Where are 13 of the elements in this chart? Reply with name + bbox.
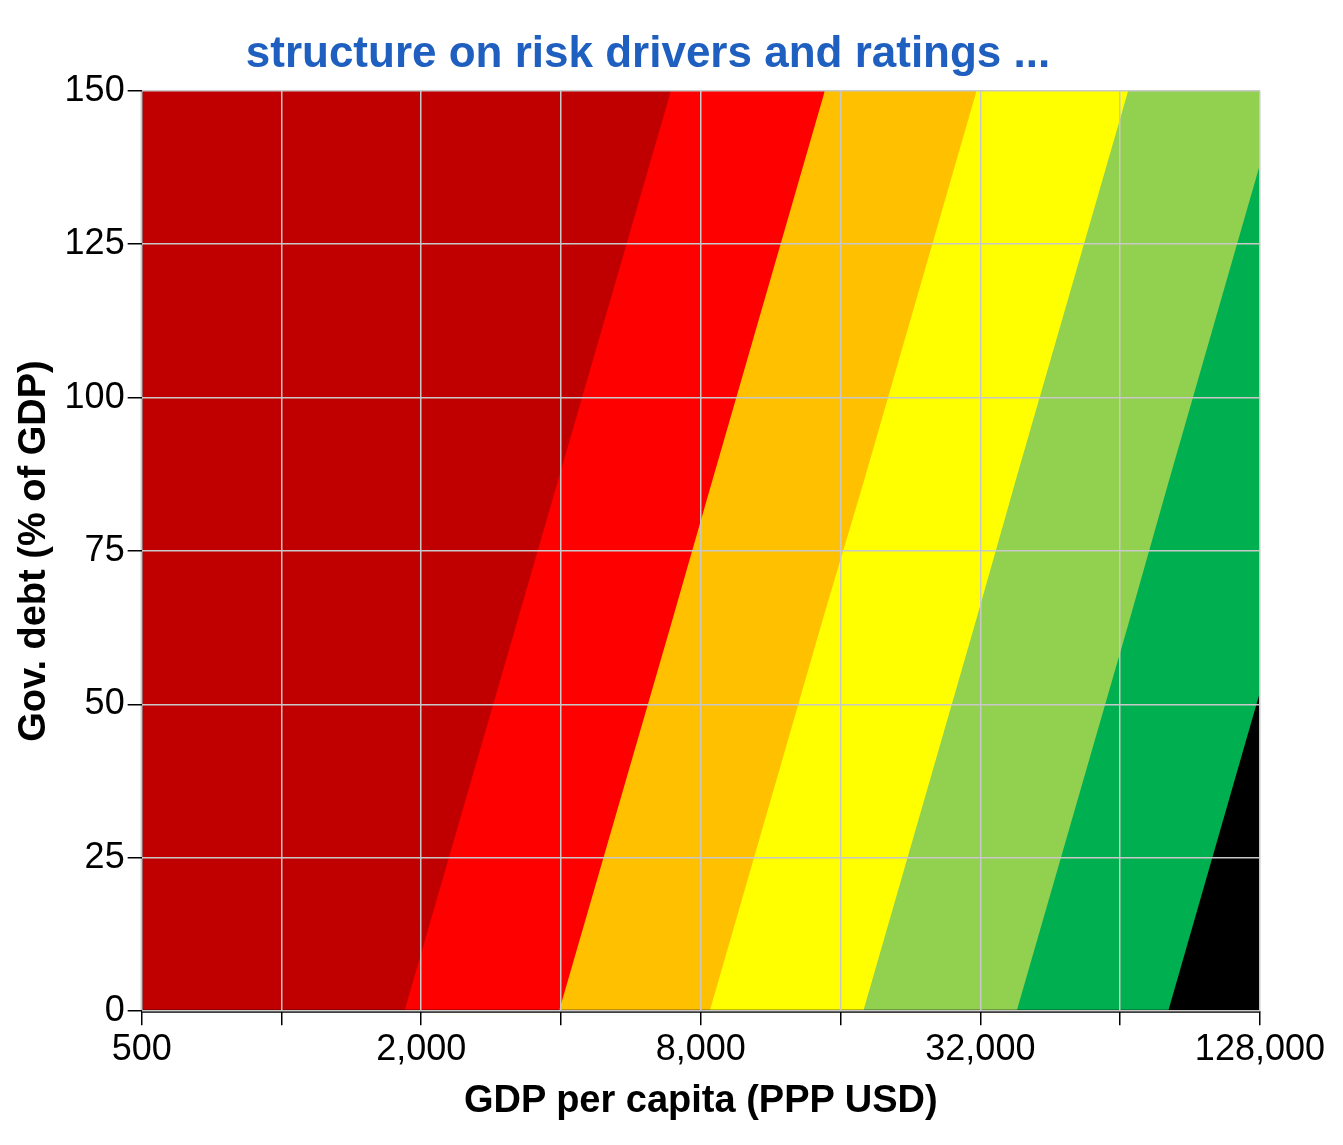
x-tick-label: 2,000: [376, 1026, 467, 1068]
y-tick-label: 25: [84, 834, 125, 876]
y-tick-label: 125: [64, 221, 125, 263]
y-tick-label: 75: [84, 527, 125, 569]
x-tick-label: 8,000: [655, 1026, 746, 1068]
y-tick-label: 50: [84, 681, 125, 723]
y-tick-label: 150: [64, 67, 125, 109]
y-tick-label: 100: [64, 374, 125, 416]
y-axis-title: Gov. debt (% of GDP): [11, 360, 54, 742]
x-tick-label: 32,000: [925, 1026, 1036, 1068]
x-axis-title: GDP per capita (PPP USD): [463, 1077, 938, 1120]
chart-title: structure on risk drivers and ratings ...: [245, 26, 1051, 76]
x-tick-label: 128,000: [1194, 1026, 1325, 1068]
